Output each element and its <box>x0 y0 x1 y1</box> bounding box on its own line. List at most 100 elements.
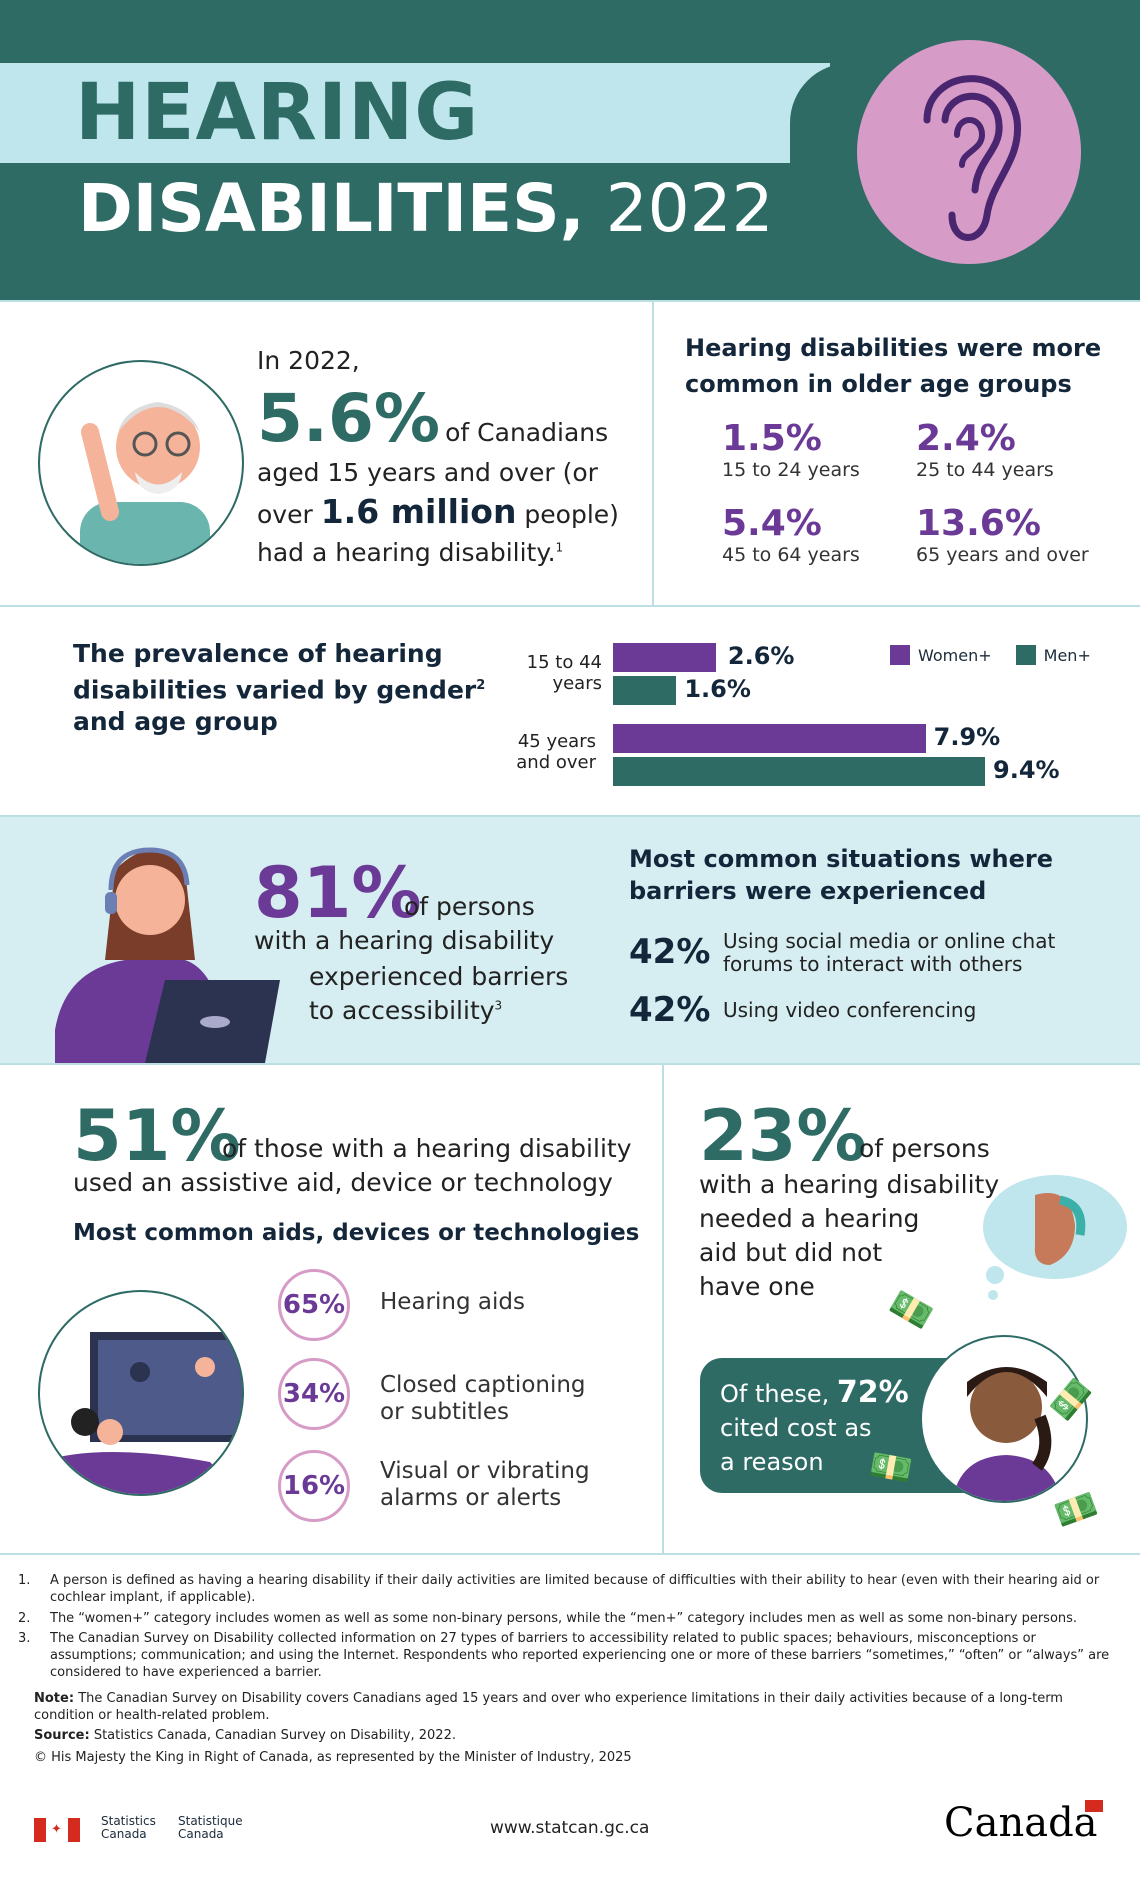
text: people) <box>524 500 619 529</box>
barriers-l2: with a hearing disability <box>254 926 555 955</box>
label: Note: <box>34 1691 75 1706</box>
text: Of these, <box>720 1380 830 1408</box>
overview-line4: had a hearing disability.1 <box>257 538 563 567</box>
text: Statistique <box>178 1814 243 1828</box>
bar-men-0 <box>613 676 677 705</box>
bar-value-label: 9.4% <box>993 756 1060 784</box>
age-stat: 2.4% 25 to 44 years <box>916 418 1054 481</box>
legend-swatch-men <box>1015 645 1036 665</box>
text: A person is defined as having a hearing … <box>50 1573 1100 1605</box>
footnote-ref: 1 <box>555 540 564 555</box>
age-stat: 5.4% 45 to 64 years <box>722 503 860 566</box>
text: or subtitles <box>380 1399 509 1425</box>
text: over <box>257 500 313 529</box>
age-stat-value: 2.4% <box>916 418 1016 459</box>
overview-line2: aged 15 years and over (or <box>257 458 598 487</box>
overview-line3: over 1.6 million people) <box>257 492 619 531</box>
title-band <box>0 63 830 163</box>
worried-person-illustration <box>920 1335 1088 1503</box>
statcan-url-link[interactable]: www.statcan.gc.ca <box>490 1818 650 1838</box>
age-stat: 13.6% 65 years and over <box>916 503 1089 566</box>
footnote-ref: 3 <box>494 998 503 1013</box>
hearing-aid-thought-bubble <box>975 1165 1130 1300</box>
bar-value-label: 1.6% <box>684 675 751 703</box>
gender-title: The prevalence of hearing disabilities v… <box>73 638 485 738</box>
bar-women-1 <box>613 724 926 753</box>
canada-flag-icon: ✦ <box>34 1818 80 1842</box>
gender-bar-chart: 15 to 44 years 45 years and over Women+ Me… <box>0 0 1140 820</box>
overview-intro: In 2022, <box>257 346 360 375</box>
situation-label: Using video conferencing <box>723 998 977 1022</box>
text: The “women+” category includes women as … <box>50 1611 1078 1626</box>
text: with a hearing disability <box>699 1170 1000 1199</box>
overview-count: 1.6 million <box>320 492 517 531</box>
barriers-pct: 81% <box>254 852 422 934</box>
woman-laptop-illustration <box>45 830 295 1063</box>
bar-men-1 <box>613 757 985 786</box>
ear-icon <box>857 40 1081 264</box>
aid-pct-ring: 65% <box>278 1269 350 1341</box>
aid-pct-ring: 16% <box>278 1450 350 1522</box>
text: Canada <box>101 1827 147 1841</box>
text: forums to interact with others <box>723 952 1023 976</box>
title-line: and age group <box>73 707 278 737</box>
text: needed a hearing <box>699 1204 920 1233</box>
cost-pct: 72% <box>836 1375 909 1410</box>
divider <box>0 1063 1140 1065</box>
label: Source: <box>34 1728 90 1743</box>
title-year: 2022 <box>605 170 774 247</box>
title-line: disabilities varied by gender <box>73 675 477 705</box>
text: to accessibility <box>309 996 495 1025</box>
money-icon: 💵 <box>1049 1483 1103 1537</box>
title-line2: DISABILITIES, 2022 <box>78 170 774 247</box>
text: Canada <box>178 1827 224 1841</box>
legend-label: Women+ <box>918 645 992 665</box>
statcan-fr: Statistique Canada <box>178 1815 243 1841</box>
text: The Canadian Survey on Disability collec… <box>50 1631 1110 1680</box>
title-line: The prevalence of hearing <box>73 639 443 668</box>
aids-l1: of those with a hearing disability <box>222 1134 632 1163</box>
age-stat: 1.5% 15 to 24 years <box>722 418 860 481</box>
age-stat-value: 5.4% <box>722 503 822 544</box>
text: alarms or alerts <box>380 1485 562 1511</box>
legend-swatch-women <box>890 645 910 665</box>
age-stat-value: 1.5% <box>722 418 822 459</box>
aid-label: Visual or vibrating alarms or alerts <box>380 1458 590 1512</box>
need-l1: of persons <box>859 1134 990 1163</box>
text: aid but did not <box>699 1238 883 1267</box>
text: Visual or vibrating <box>380 1458 590 1484</box>
footnote-ref: 2 <box>476 678 486 693</box>
age-groups-title: Hearing disabilities were more common in… <box>685 334 1102 398</box>
situation-value: 42% <box>629 990 711 1030</box>
aids-pct: 51% <box>73 1095 241 1177</box>
age-stat-label: 25 to 44 years <box>916 459 1054 481</box>
text: The Canadian Survey on Disability covers… <box>34 1691 1063 1723</box>
cost-text: Of these, 72% cited cost as a reason <box>720 1376 909 1479</box>
bar-value-label: 7.9% <box>933 723 1001 751</box>
title-bold: DISABILITIES, <box>78 170 585 247</box>
divider <box>0 300 1140 302</box>
label: and over <box>516 752 596 773</box>
age-stat-label: 45 to 64 years <box>722 544 860 566</box>
divider <box>0 815 1140 817</box>
category-label: 45 years and over <box>480 731 596 773</box>
title-line1: HEARING <box>75 68 480 158</box>
divider <box>662 1063 664 1553</box>
bar-value-label: 2.6% <box>727 642 795 670</box>
aids-subtitle: Most common aids, devices or technologie… <box>73 1220 640 1246</box>
age-stat-label: 15 to 24 years <box>722 459 860 481</box>
divider <box>0 605 1140 607</box>
note: Note: The Canadian Survey on Disability … <box>34 1690 1114 1724</box>
legend-label: Men+ <box>1043 645 1091 665</box>
footnote-1: 1. A person is defined as having a hearin… <box>18 1573 1100 1605</box>
barriers-l3: experienced barriers <box>309 962 569 991</box>
label: years <box>552 673 602 694</box>
copyright: © His Majesty the King in Right of Canad… <box>34 1750 632 1765</box>
situation-label: Using social media or online chat forums … <box>723 930 1055 976</box>
overview-big-pct: 5.6% <box>257 380 441 457</box>
older-man-illustration <box>38 360 244 566</box>
overview-text: of Canadians <box>445 418 609 447</box>
statcan-en: Statistics Canada <box>101 1815 156 1841</box>
title-line: barriers were experienced <box>629 877 987 905</box>
legend: Women+ Men+ <box>890 645 1091 665</box>
